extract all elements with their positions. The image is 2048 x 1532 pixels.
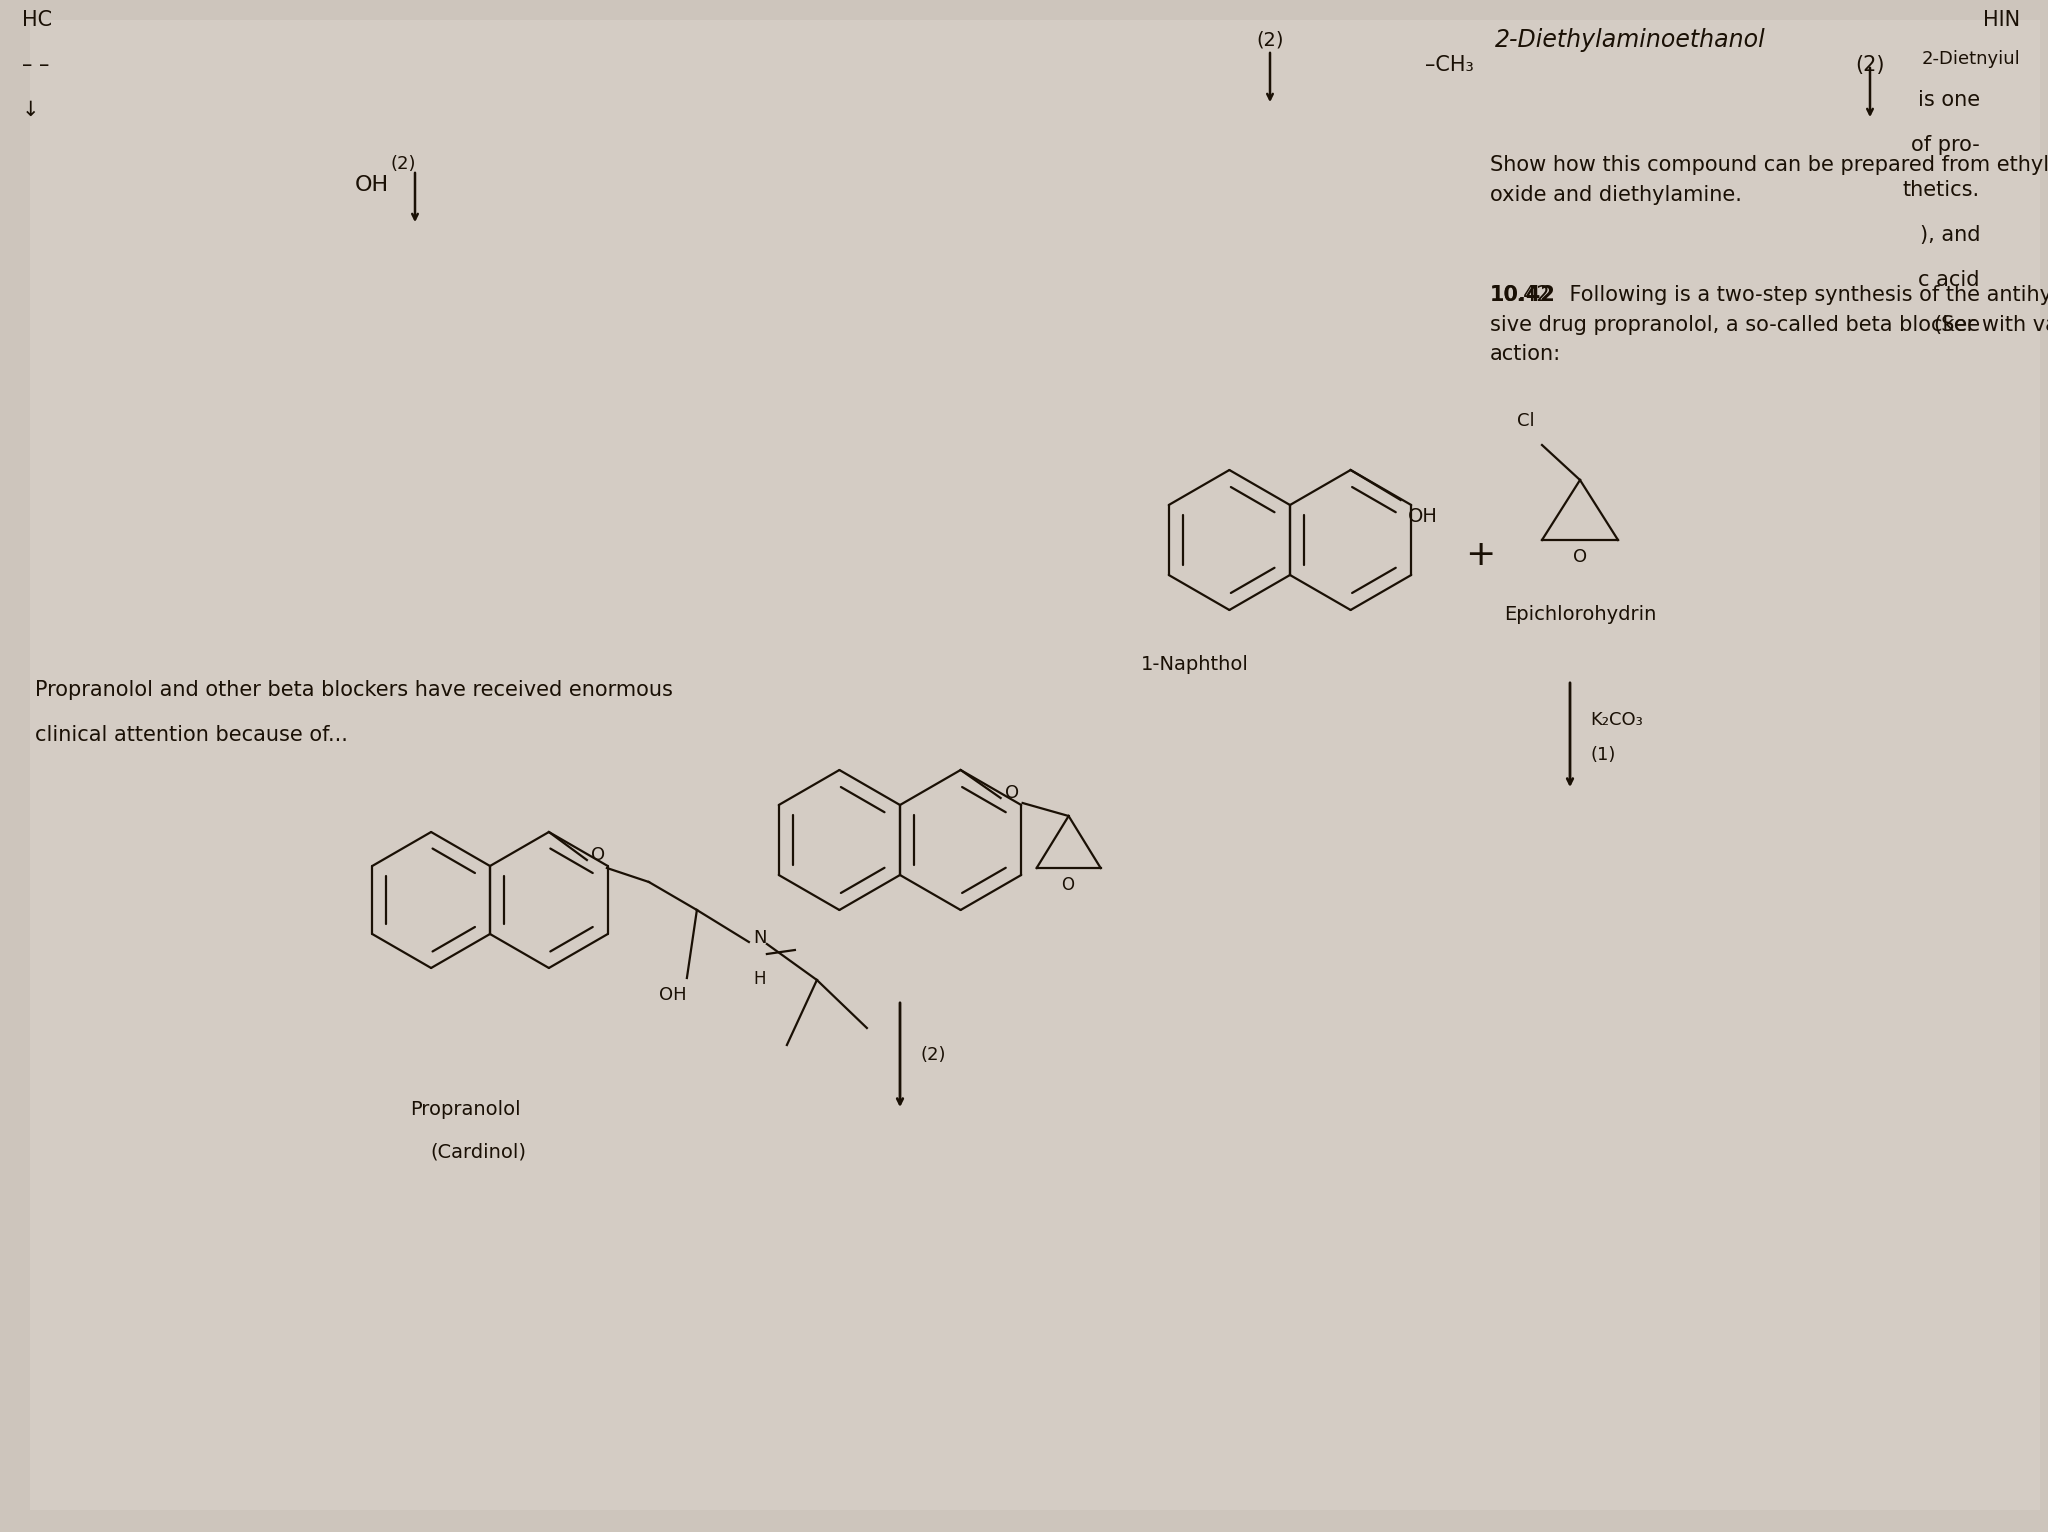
Text: Show how this compound can be prepared from ethylene
oxide and diethylamine.: Show how this compound can be prepared f… xyxy=(1491,155,2048,205)
Text: O: O xyxy=(1006,784,1018,801)
Text: Propranolol and other beta blockers have received enormous: Propranolol and other beta blockers have… xyxy=(35,680,674,700)
Text: O: O xyxy=(1061,876,1075,895)
Text: O: O xyxy=(592,846,604,864)
Text: – –: – – xyxy=(23,55,49,75)
Text: 10.42   Following is a two-step synthesis of the antihyperten-
sive drug propran: 10.42 Following is a two-step synthesis … xyxy=(1491,285,2048,365)
Text: Epichlorohydrin: Epichlorohydrin xyxy=(1503,605,1657,624)
Text: OH: OH xyxy=(1407,507,1438,525)
Text: H: H xyxy=(754,970,766,988)
Text: K₂CO₃: K₂CO₃ xyxy=(1589,711,1642,729)
Text: Propranolol: Propranolol xyxy=(410,1100,520,1118)
Text: clinical attention because of...: clinical attention because of... xyxy=(35,725,348,745)
Text: ↓: ↓ xyxy=(23,100,39,119)
Text: 2-Diethylaminoethanol: 2-Diethylaminoethanol xyxy=(1495,28,1765,52)
Text: (2): (2) xyxy=(389,155,416,173)
Text: HIN: HIN xyxy=(1982,11,2019,31)
Text: N: N xyxy=(754,928,766,947)
Text: (Cardinol): (Cardinol) xyxy=(430,1141,526,1161)
Text: –CH₃: –CH₃ xyxy=(1425,55,1475,75)
Text: HC: HC xyxy=(23,11,51,31)
Text: (2): (2) xyxy=(1255,31,1284,49)
Text: OH: OH xyxy=(354,175,389,195)
Text: (See: (See xyxy=(1933,316,1980,336)
Text: is one: is one xyxy=(1917,90,1980,110)
Text: thetics.: thetics. xyxy=(1903,179,1980,201)
Text: ), and: ), and xyxy=(1919,225,1980,245)
Text: c acid: c acid xyxy=(1919,270,1980,290)
Text: (1): (1) xyxy=(1589,746,1616,764)
Text: 2-Dietnyiul: 2-Dietnyiul xyxy=(1921,51,2019,67)
Text: 10.42: 10.42 xyxy=(1491,285,1556,305)
Text: Cl: Cl xyxy=(1518,412,1536,430)
Text: +: + xyxy=(1464,538,1495,571)
Text: OH: OH xyxy=(659,987,686,1003)
Text: O: O xyxy=(1573,548,1587,565)
Text: (2): (2) xyxy=(920,1046,946,1065)
Text: of pro-: of pro- xyxy=(1911,135,1980,155)
Text: (2): (2) xyxy=(1855,55,1884,75)
Text: 1-Naphthol: 1-Naphthol xyxy=(1141,656,1249,674)
